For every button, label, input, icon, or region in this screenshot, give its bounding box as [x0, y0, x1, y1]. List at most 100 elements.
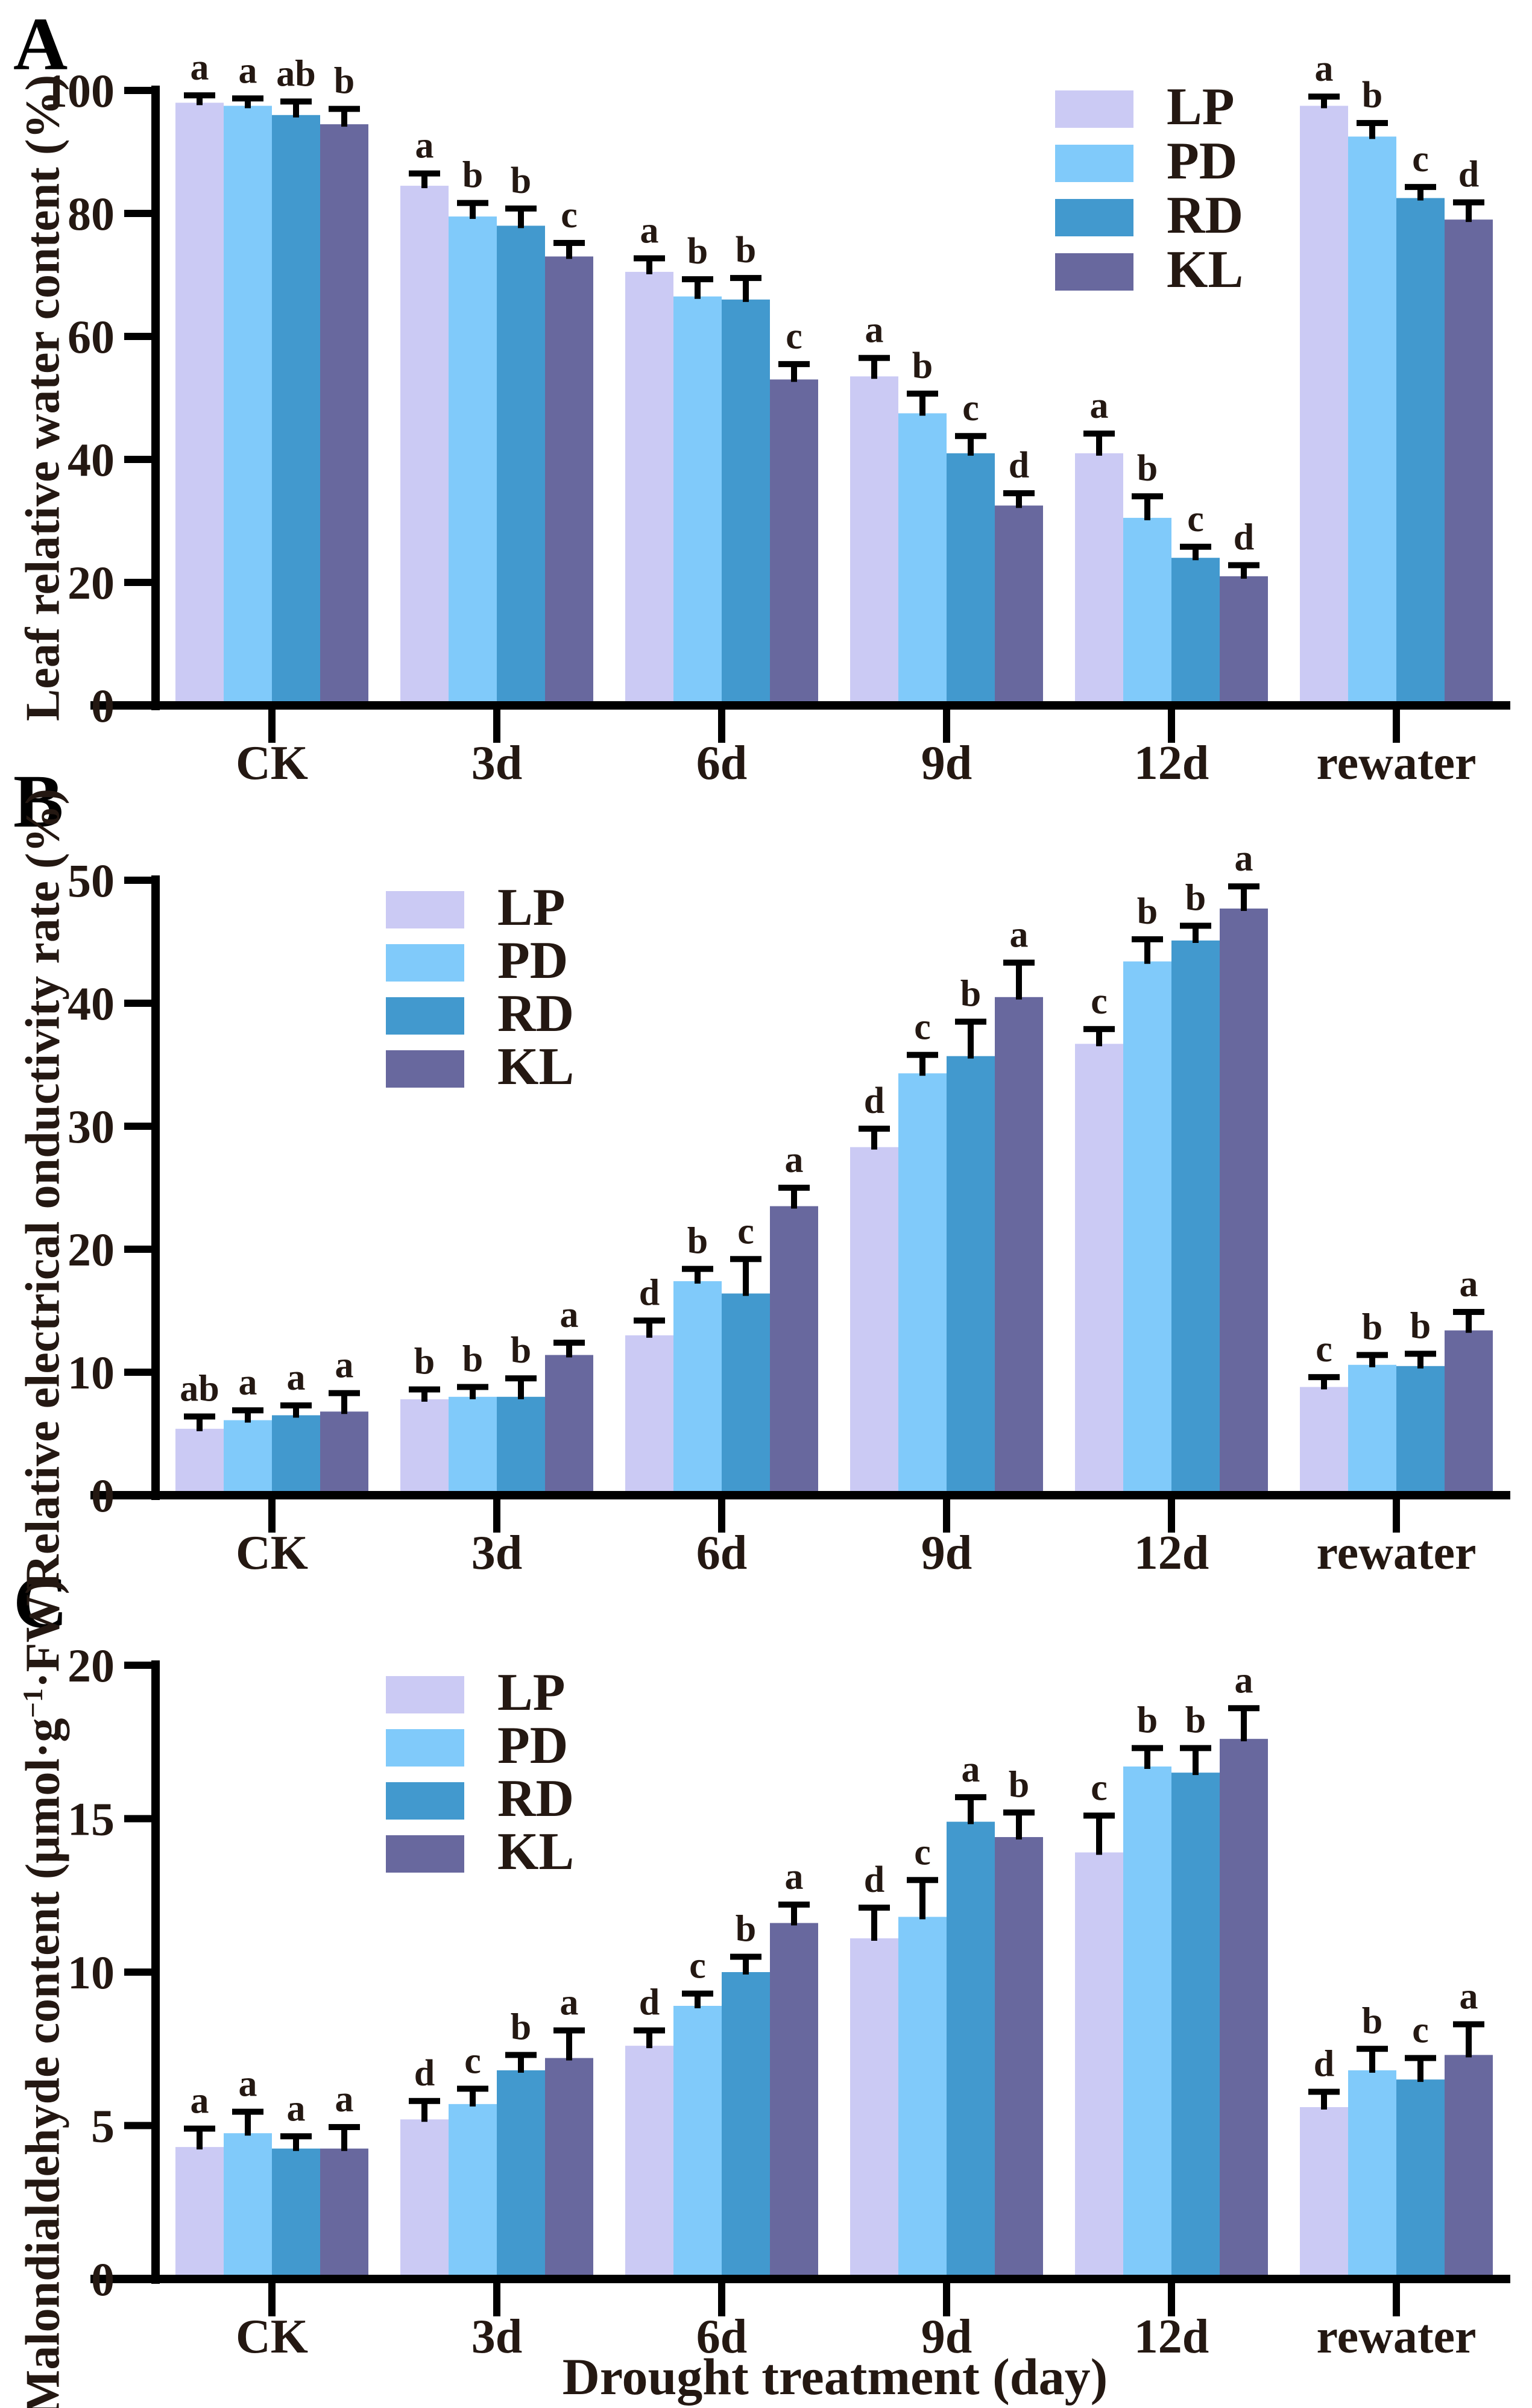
- error-bar-whisker: [470, 203, 476, 219]
- bar-c-12d-PD: [1123, 1766, 1171, 2279]
- sig-letter-c-CK-KL: a: [335, 2079, 354, 2120]
- error-bar-whisker: [1466, 202, 1472, 222]
- sig-letter-c-rewater-LP: d: [1314, 2044, 1334, 2085]
- y-tick-label-c-5: 5: [91, 2100, 115, 2152]
- error-bar-cap: [730, 1953, 761, 1960]
- error-bar-cap: [859, 355, 890, 361]
- bar-c-6d-LP: [625, 2046, 673, 2279]
- bar-b-6d-PD: [673, 1281, 722, 1495]
- x-tick-label-c-rewater: rewater: [1317, 2310, 1477, 2363]
- y-tick-label-b-20: 20: [68, 1223, 115, 1276]
- error-bar-whisker: [1096, 433, 1102, 456]
- sig-letter-a-12d-PD: b: [1137, 448, 1158, 489]
- bar-b-CK-RD: [272, 1415, 320, 1495]
- x-tick-c: [718, 2283, 725, 2316]
- x-tick-label-b-rewater: rewater: [1317, 1527, 1477, 1580]
- error-bar-whisker: [1369, 123, 1375, 139]
- bar-b-9d-LP: [850, 1147, 898, 1495]
- x-tick-b: [1393, 1499, 1400, 1533]
- bar-a-3d-PD: [449, 216, 497, 706]
- error-bar-cap: [907, 1051, 938, 1058]
- sig-letter-a-6d-PD: b: [687, 231, 708, 272]
- sig-letter-c-12d-RD: b: [1185, 1700, 1206, 1741]
- bar-c-CK-PD: [224, 2133, 272, 2279]
- error-bar-cap: [232, 2108, 263, 2115]
- error-bar-cap: [1003, 1809, 1035, 1816]
- legend-swatch-b-PD: [386, 944, 464, 982]
- error-bar-cap: [682, 276, 713, 283]
- error-bar-whisker: [1016, 962, 1022, 1000]
- bar-c-6d-PD: [673, 2005, 722, 2279]
- bar-b-CK-KL: [320, 1411, 368, 1495]
- x-tick-c: [268, 2283, 276, 2316]
- x-tick-b: [718, 1499, 725, 1533]
- y-tick-b: [124, 1000, 151, 1007]
- error-bar-cap: [907, 1877, 938, 1883]
- bar-b-12d-PD: [1123, 961, 1171, 1495]
- sig-letter-a-3d-PD: b: [462, 155, 483, 196]
- error-bar-whisker: [1241, 565, 1247, 579]
- bar-b-6d-RD: [722, 1293, 770, 1495]
- error-bar-whisker: [1417, 187, 1423, 201]
- error-bar-whisker: [421, 1389, 427, 1402]
- error-bar-cap: [1132, 1745, 1163, 1751]
- x-tick-label-c-CK: CK: [236, 2310, 308, 2363]
- legend-swatch-c-RD: [386, 1782, 464, 1820]
- error-bar-cap: [1083, 430, 1115, 437]
- legend-swatch-a-LP: [1055, 90, 1133, 128]
- error-bar-whisker: [1321, 96, 1327, 109]
- error-bar-cap: [457, 2085, 488, 2092]
- bar-a-CK-RD: [272, 115, 320, 706]
- error-bar-whisker: [1193, 1748, 1199, 1776]
- bar-b-6d-LP: [625, 1335, 673, 1495]
- y-tick-a: [124, 702, 151, 709]
- error-bar-cap: [457, 1384, 488, 1390]
- sig-letter-c-rewater-KL: a: [1460, 1976, 1478, 2017]
- error-bar-cap: [1405, 1351, 1436, 1357]
- bar-b-CK-LP: [175, 1428, 224, 1495]
- y-tick-b: [124, 1369, 151, 1376]
- error-bar-cap: [329, 2124, 360, 2131]
- sig-letter-a-9d-RD: c: [962, 388, 979, 429]
- error-bar-whisker: [871, 358, 877, 379]
- bar-c-3d-KL: [545, 2058, 593, 2279]
- y-axis-line-b: [151, 875, 160, 1500]
- y-tick-a: [124, 210, 151, 217]
- error-bar-whisker: [1417, 1354, 1423, 1369]
- sig-letter-c-3d-PD: c: [464, 2040, 481, 2081]
- error-bar-whisker: [743, 278, 749, 302]
- sig-letter-b-6d-LP: d: [639, 1272, 660, 1313]
- error-bar-whisker: [470, 2088, 476, 2107]
- sig-letter-a-12d-LP: a: [1090, 385, 1109, 426]
- error-bar-cap: [1308, 93, 1340, 100]
- sig-letter-b-12d-LP: c: [1091, 981, 1108, 1022]
- error-bar-whisker: [919, 393, 925, 416]
- error-bar-cap: [1132, 936, 1163, 942]
- x-axis-line-a: [90, 701, 1510, 710]
- error-bar-whisker: [968, 1021, 974, 1059]
- bar-a-12d-LP: [1075, 453, 1123, 705]
- x-tick-label-c-9d: 9d: [921, 2310, 972, 2363]
- bar-c-12d-RD: [1171, 1773, 1220, 2279]
- error-bar-whisker: [1321, 2091, 1327, 2110]
- error-bar-whisker: [919, 1880, 925, 1920]
- panel-a-label: A: [13, 3, 68, 86]
- sig-letter-b-12d-KL: a: [1235, 838, 1253, 879]
- y-tick-label-a-60: 60: [68, 310, 115, 363]
- x-tick-c: [943, 2283, 950, 2316]
- bar-b-rewater-PD: [1348, 1364, 1396, 1495]
- bar-a-3d-LP: [400, 186, 449, 706]
- error-bar-whisker: [646, 1320, 652, 1338]
- legend-label-c-RD: RD: [497, 1770, 574, 1828]
- error-bar-whisker: [646, 2030, 652, 2049]
- x-tick-label-b-12d: 12d: [1134, 1527, 1209, 1580]
- bar-a-9d-LP: [850, 376, 898, 705]
- y-tick-label-c-15: 15: [68, 1793, 115, 1845]
- error-bar-cap: [1083, 1026, 1115, 1032]
- sig-letter-c-rewater-PD: b: [1362, 2000, 1382, 2041]
- error-bar-whisker: [421, 2101, 427, 2122]
- x-axis-title: Drought treatment (day): [562, 2348, 1108, 2406]
- bar-b-CK-PD: [224, 1420, 272, 1495]
- x-tick-a: [1168, 710, 1175, 743]
- error-bar-whisker: [791, 1905, 797, 1926]
